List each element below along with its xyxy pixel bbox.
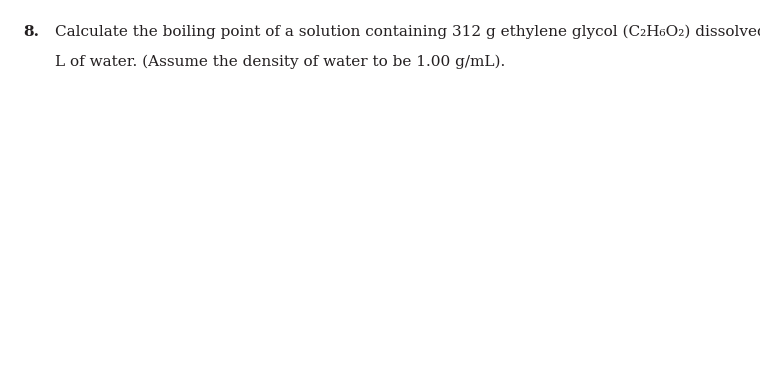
Text: 8.: 8. [23,25,39,39]
Text: L of water. (Assume the density of water to be 1.00 g/mL).: L of water. (Assume the density of water… [55,55,505,69]
Text: Calculate the boiling point of a solution containing 312 g ethylene glycol (C₂H₆: Calculate the boiling point of a solutio… [55,25,760,39]
